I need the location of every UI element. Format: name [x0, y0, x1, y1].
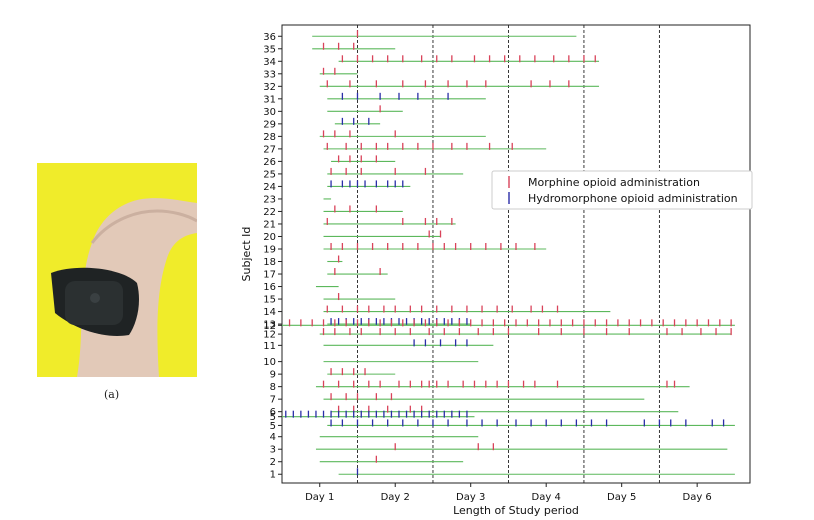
y-tick-label: 34 — [263, 57, 276, 68]
x-tick-label: Day 4 — [532, 492, 561, 503]
y-tick-label: 25 — [263, 169, 276, 180]
y-tick-label: 26 — [263, 157, 276, 168]
wrist-wearable-illustration — [37, 163, 197, 377]
x-tick-label: Day 1 — [305, 492, 334, 503]
y-tick-label: 14 — [263, 307, 276, 318]
y-tick-label: 23 — [263, 194, 276, 205]
y-tick-label: 11 — [263, 341, 276, 352]
y-tick-label: 6 — [270, 407, 276, 418]
y-tick-label: 12 — [263, 330, 276, 341]
y-tick-label: 29 — [263, 119, 276, 130]
y-tick-label: 35 — [263, 44, 276, 55]
y-tick-label: 8 — [270, 382, 276, 393]
subject-rows — [282, 30, 735, 476]
y-tick-label: 22 — [263, 207, 276, 218]
legend-morphine-label: Morphine opioid administration — [528, 176, 700, 189]
y-tick-label: 20 — [263, 232, 276, 243]
x-axis-title: Length of Study period — [453, 504, 579, 517]
y-tick-label: 30 — [263, 107, 276, 118]
plot-frame — [281, 24, 751, 484]
y-tick-label: 28 — [263, 132, 276, 143]
y-tick-label: 21 — [263, 219, 276, 230]
y-tick-label: 31 — [263, 94, 276, 105]
wrist-wearable-photo — [37, 163, 197, 377]
x-tick-label: Day 3 — [456, 492, 485, 503]
y-tick-label: 2 — [270, 457, 276, 468]
y-tick-label: 24 — [263, 182, 276, 193]
photo-caption: (a) — [104, 388, 120, 401]
y-tick-label: 13 — [263, 320, 276, 331]
y-tick-label: 9 — [270, 370, 276, 381]
y-tick-label: 36 — [263, 32, 276, 43]
y-tick-label: 33 — [263, 69, 276, 80]
legend: Morphine opioid administration Hydromorp… — [491, 170, 753, 210]
legend-box — [491, 170, 753, 210]
x-tick-label: Day 5 — [607, 492, 636, 503]
y-axis-ticks: 3635343332313029282726252423222120191817… — [263, 32, 282, 481]
x-tick-label: Day 6 — [683, 492, 712, 503]
y-tick-label: 17 — [263, 270, 276, 281]
day-boundary-lines — [357, 25, 660, 483]
y-tick-label: 15 — [263, 295, 276, 306]
y-tick-label: 1 — [270, 470, 276, 481]
y-tick-label: 5 — [270, 412, 276, 423]
y-tick-label: 5 — [270, 421, 276, 432]
y-tick-label: 10 — [263, 357, 276, 368]
x-axis-ticks: Day 1 Day 2 Day 3 Day 4 Day 5 Day 6 — [305, 483, 712, 503]
legend-hydromorphone-label: Hydromorphone opioid administration — [528, 192, 738, 205]
y-tick-label: 27 — [263, 144, 276, 155]
y-axis-title: Subject Id — [240, 227, 253, 282]
y-tick-label: 4 — [270, 432, 276, 443]
y-tick-label: 16 — [263, 282, 276, 293]
y-tick-label: 32 — [263, 82, 276, 93]
y-tick-label: 7 — [270, 395, 276, 406]
y-tick-label: 18 — [263, 257, 276, 268]
y-tick-label: 19 — [263, 244, 276, 255]
y-tick-label: 3 — [270, 445, 276, 456]
x-tick-label: Day 2 — [381, 492, 410, 503]
y-tick-label: 12 — [263, 321, 276, 332]
